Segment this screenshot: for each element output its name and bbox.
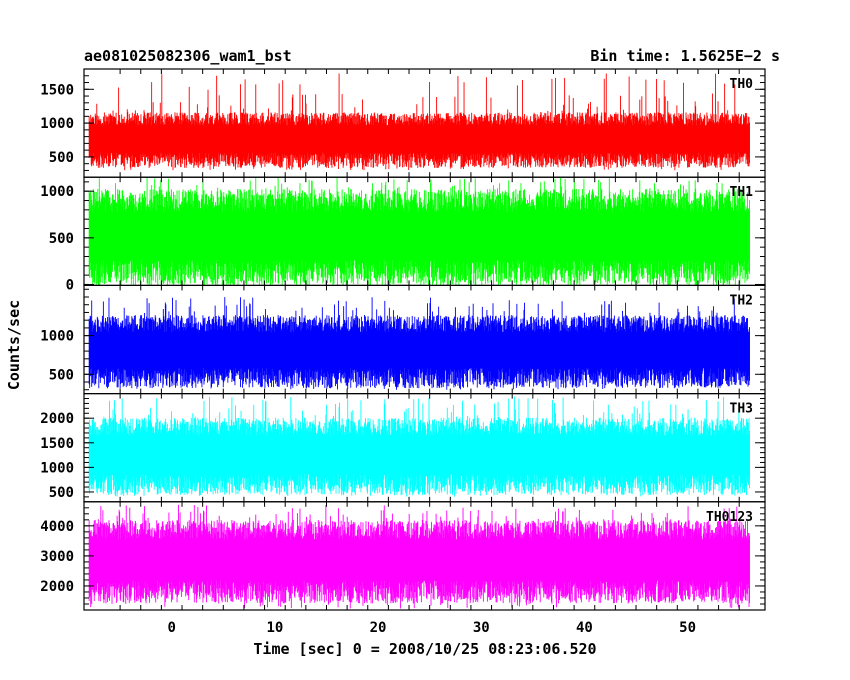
y-tick-label: 500	[49, 150, 74, 166]
panel-th0: 500 1000 1500 TH0	[40, 68, 766, 178]
series-th0123-band	[89, 548, 750, 576]
panel-th3: 500 1000 1500 2000 TH3	[40, 393, 766, 503]
y-axis-label: Counts/sec	[5, 300, 23, 390]
y-tick-label: 0	[66, 277, 74, 293]
panel-label-th1: TH1	[730, 185, 754, 200]
panel-th2: 500 1000 TH2	[40, 284, 766, 395]
y-tick-label: 1000	[40, 460, 74, 476]
y-tick-label: 1000	[40, 116, 74, 132]
x-tick-label: 40	[576, 620, 593, 636]
series-th0-trace	[88, 73, 750, 171]
y-tick-label: 3000	[40, 549, 74, 565]
y-tick-label: 2000	[40, 411, 74, 427]
y-tick-label: 1500	[40, 436, 74, 452]
x-tick-label: 30	[473, 620, 490, 636]
y-tick-label: 500	[49, 367, 74, 383]
panel-label-th0123: TH0123	[706, 510, 753, 525]
x-tick-label: 0	[167, 620, 175, 636]
x-axis-label: Time [sec] 0 = 2008/10/25 08:23:06.520	[253, 640, 596, 658]
y-tick-label: 1500	[40, 82, 74, 98]
x-tick-label: 20	[370, 620, 387, 636]
y-tick-label: 500	[49, 485, 74, 501]
panel-label-th0: TH0	[730, 77, 754, 92]
y-tick-label: 500	[49, 231, 74, 247]
series-th0-band	[89, 131, 750, 150]
series-th3-band	[89, 444, 750, 470]
y-tick-label: 1000	[40, 329, 74, 345]
panel-label-th3: TH3	[730, 402, 753, 417]
panel-th1: 0 500 1000 TH1	[40, 176, 766, 293]
x-tick-label: 50	[679, 620, 696, 636]
series-th2-band	[89, 340, 750, 364]
panel-th0123: 2000 3000 4000 TH0123	[40, 501, 766, 611]
series-th1-band	[89, 222, 750, 254]
chart-title-left: ae081025082306_wam1_bst	[84, 47, 292, 65]
y-tick-label: 4000	[40, 519, 74, 535]
y-tick-label: 2000	[40, 579, 74, 595]
panel-label-th2: TH2	[730, 293, 753, 308]
y-tick-label: 1000	[40, 184, 74, 200]
chart-title-right: Bin time: 1.5625E−2 s	[590, 47, 780, 65]
x-tick-label: 10	[266, 620, 283, 636]
